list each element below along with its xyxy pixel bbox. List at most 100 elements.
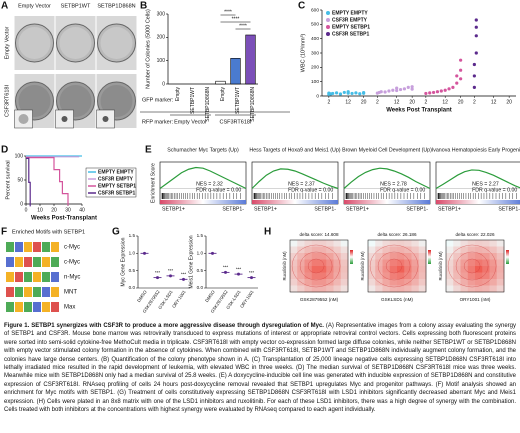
heat-cell [475,259,483,267]
legend-label: EMPTY SETBP1 [98,183,136,189]
heat-cell [311,246,320,254]
point [334,91,339,95]
heat-cell [475,240,483,247]
point [455,81,459,85]
legend-swatch [326,32,330,36]
point [459,77,463,81]
heat-cell [418,246,427,254]
mean-point [211,251,214,255]
well-inner [18,85,51,117]
x-tick-label: 40 [79,207,85,213]
contour [291,244,341,288]
heat-cell [389,272,398,280]
heat-cell [375,272,383,280]
legend-swatch [326,25,330,29]
x-axis-label: GSKLSD1 (nM) [381,297,413,302]
heat-cell [290,279,298,286]
motif-letter [51,257,59,267]
well-inner [59,27,92,59]
motif-letter [15,302,23,312]
pos-label: SETBP1+ [254,206,277,212]
contour [447,244,497,288]
heat-cell [290,266,298,273]
rank-bar [436,200,520,204]
panel-letter: C [298,1,305,12]
plot-title: Schumacher Myc Targets (Up) [167,147,239,153]
point [395,86,399,90]
heat-cell [340,259,349,267]
heat-cell [482,266,490,273]
y-tick-label: 300 [311,50,319,56]
x-tick-label: 12 [491,99,497,105]
heat-cell [482,246,490,254]
contour [307,258,325,274]
enrichment-curve [159,166,247,190]
column-label: SETBP1WT [61,3,91,9]
heat-cell [453,285,461,293]
legend-swatch [326,18,330,22]
heat-cell [397,253,405,260]
heat-cell [460,240,469,247]
motif-letter [24,287,32,297]
heat-cell [482,240,490,247]
point [474,18,478,22]
heat-cell [340,266,349,273]
heat-cell [397,259,405,267]
y-tick-label: 500 [311,22,319,28]
x-tick-label: 2 [473,99,476,105]
motif-letter [51,287,59,297]
heat-cell [446,266,454,273]
colorbar [506,250,509,264]
point [424,91,428,96]
neg-label: SETBP1- [314,206,336,212]
heat-cell [319,253,327,260]
heat-cell [496,259,505,267]
point [387,89,391,93]
y-tick-label: 50 [17,177,23,183]
point [350,91,354,96]
contour [463,258,481,274]
heat-cell [467,240,476,247]
x-tick-label: ORY-1001 [171,289,187,309]
legend-label: CSF3R SETBP1 [332,31,369,37]
heat-cell [368,246,376,254]
heat-cell [446,285,454,293]
heat-cell [411,266,420,273]
heat-cell [340,253,349,260]
x-tick-label: 20 [51,207,57,213]
motif-letter [42,242,50,252]
heat-cell [467,259,476,267]
heat-cell [326,253,334,260]
heat-cell [389,266,398,273]
heat-cell [397,279,405,286]
heat-cell [404,253,412,260]
heat-cell [389,253,398,260]
heat-cell [467,272,476,280]
plot-frame [159,161,247,205]
heat-cell [311,266,320,273]
point [402,87,407,91]
heat-cell [375,259,383,267]
point [395,88,399,93]
y-tick-label: 100 [157,58,166,64]
point [358,92,362,96]
heat-cell [475,266,483,273]
survival-line [26,157,31,207]
legend-label: EMPTY EMPTY [98,169,134,175]
point [354,91,358,95]
x-tick-label: 10 [37,207,43,213]
heat-cell [375,266,383,273]
y-axis-label: Enrichment Score [150,163,156,203]
plot-title: delta score: 22.026 [455,232,495,237]
heat-cell [467,279,476,286]
heat-cell [446,279,454,286]
heat-cell [404,259,412,267]
heat-cell [467,285,476,293]
heat-cell [297,272,305,280]
x-tick-label: 2 [376,99,379,105]
heat-cell [446,240,454,247]
y-tick-label: 1.5 [197,233,204,238]
x-axis-label: GSK2879552 (nM) [300,297,339,302]
survival-line [26,157,69,206]
